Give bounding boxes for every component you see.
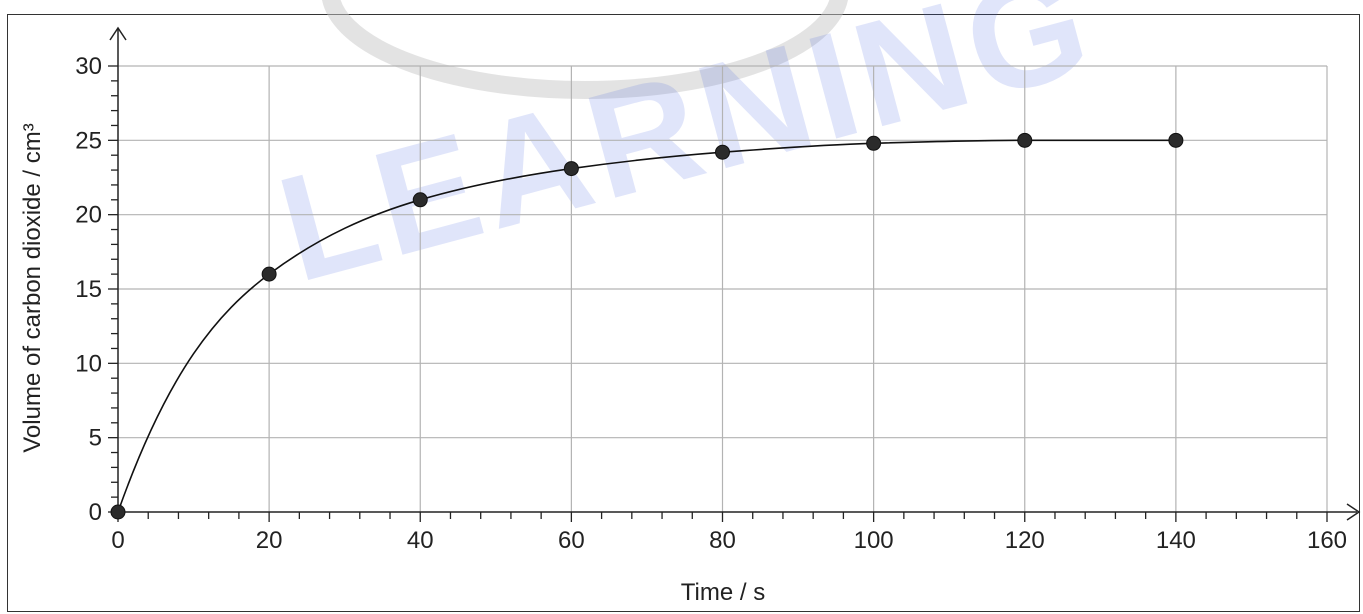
grid	[118, 65, 1328, 512]
x-tick-label: 0	[111, 527, 124, 554]
data-point	[412, 192, 428, 208]
y-tick-label: 15	[75, 276, 102, 303]
y-tick-label: 10	[75, 350, 102, 377]
data-point	[110, 504, 126, 520]
ticks: 0 20 40 60 80 100 120 140 160 0 5 10 15 20 25 30	[75, 53, 1347, 554]
y-tick-label: 30	[75, 53, 102, 80]
y-tick-label: 20	[75, 202, 102, 229]
points-layer	[110, 132, 1184, 520]
y-tick-label: 5	[89, 425, 102, 452]
x-axis-title: Time / s	[681, 579, 765, 606]
watermark: LEARNING	[263, 0, 1110, 313]
data-point	[261, 266, 277, 282]
data-point	[866, 135, 882, 151]
axes	[109, 26, 1361, 521]
x-tick-label: 160	[1307, 527, 1347, 554]
x-tick-label: 20	[256, 527, 283, 554]
x-tick-label: 60	[558, 527, 585, 554]
data-point	[715, 144, 730, 160]
x-axis-arrow	[1346, 503, 1361, 521]
data-point	[563, 161, 579, 177]
x-tick-label: 80	[709, 527, 736, 554]
x-tick-label: 140	[1156, 527, 1196, 554]
y-axis-title: Volume of carbon dioxide / cm³	[19, 123, 46, 453]
x-tick-label: 100	[854, 527, 894, 554]
x-tick-label: 40	[407, 527, 434, 554]
y-tick-label: 0	[89, 499, 102, 526]
y-axis-arrow	[109, 26, 127, 41]
watermark-arc	[322, 0, 848, 99]
y-tick-label: 25	[75, 127, 102, 154]
data-point	[1168, 132, 1184, 148]
data-point	[1017, 132, 1033, 148]
x-tick-label: 120	[1005, 527, 1045, 554]
